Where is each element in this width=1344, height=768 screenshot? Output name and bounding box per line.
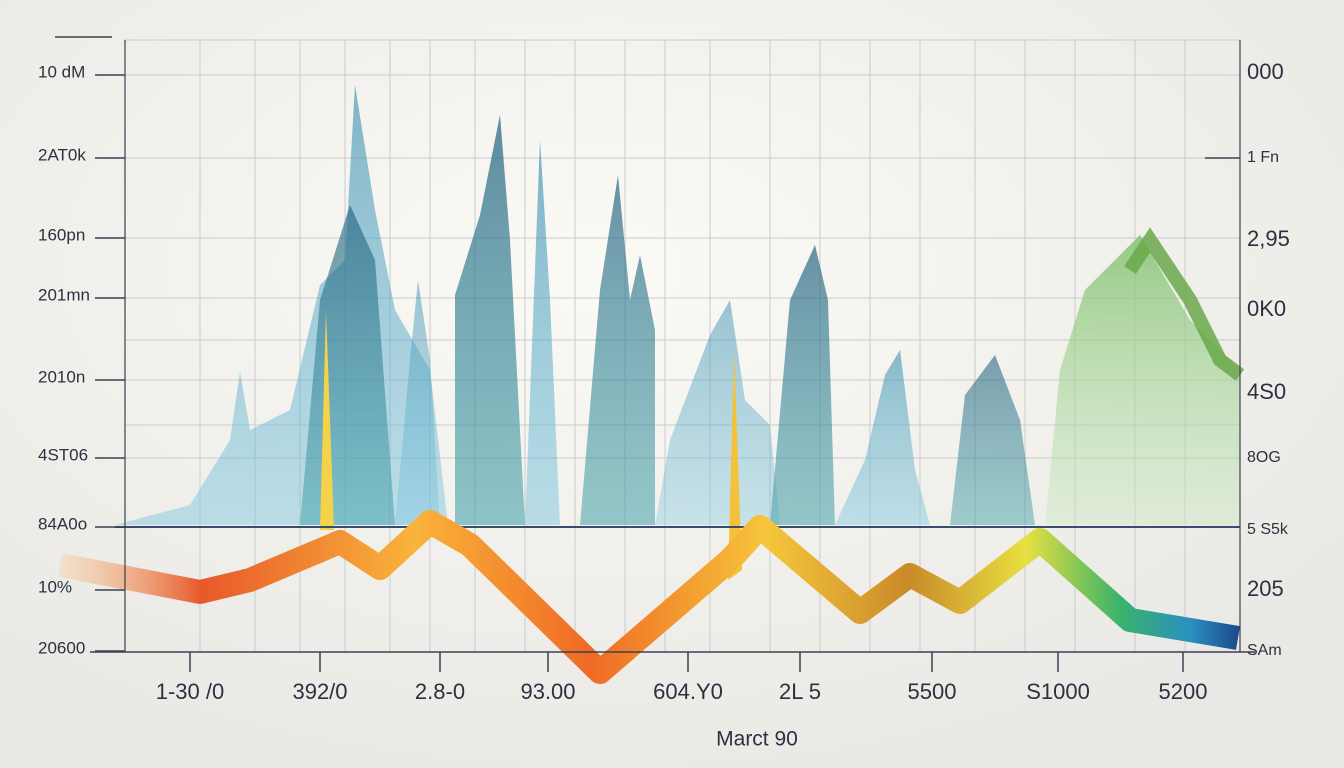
- left-label: 10%: [38, 577, 72, 596]
- x-axis-title: Marct 90: [716, 728, 798, 751]
- x-label: 2L 5: [779, 679, 821, 704]
- right-label: SAm: [1247, 642, 1282, 659]
- right-label: 8OG: [1247, 449, 1281, 466]
- right-label: 000: [1247, 59, 1284, 84]
- ribbon: [57, 510, 1240, 684]
- left-label: 4ST06: [38, 445, 88, 464]
- x-label: 392/0: [292, 679, 347, 704]
- left-label: 160pn: [38, 225, 85, 244]
- x-label: 93.00: [520, 679, 575, 704]
- right-label: 1 Fn: [1247, 149, 1279, 166]
- left-label: 201mn: [38, 285, 90, 304]
- x-label: S1000: [1026, 679, 1090, 704]
- x-label: 5200: [1159, 679, 1208, 704]
- left-label: 2AT0k: [38, 145, 86, 164]
- right-label: 5 S5k: [1247, 521, 1289, 538]
- left-label: 20600: [38, 638, 85, 657]
- right-label: 4S0: [1247, 379, 1286, 404]
- right-label: 2,95: [1247, 226, 1290, 251]
- x-label: 2.8-0: [415, 679, 465, 704]
- right-label: 205: [1247, 576, 1284, 601]
- left-label: 10 dM: [38, 62, 85, 81]
- x-label: 604.Y0: [653, 679, 723, 704]
- labels: 10 dM 2AT0k 160pn 201mn 2010n 4ST06 84A0o 10% 20…: [38, 59, 1290, 704]
- peaks: [115, 85, 1245, 580]
- right-label: 0K0: [1247, 296, 1286, 321]
- x-label: 1-30 /0: [156, 679, 225, 704]
- x-label: 5500: [908, 679, 957, 704]
- left-label: 2010n: [38, 367, 85, 386]
- left-label: 84A0o: [38, 514, 87, 533]
